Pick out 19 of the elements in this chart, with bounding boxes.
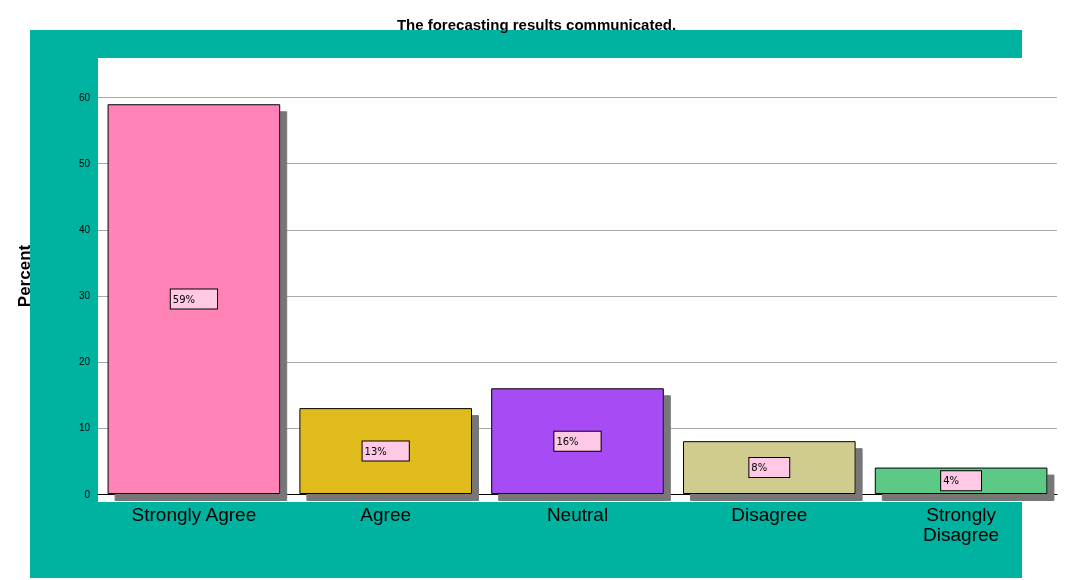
x-tick-label: Agree (360, 503, 412, 525)
data-label: 13% (364, 445, 387, 457)
x-tick-label: Disagree (731, 503, 808, 525)
data-label: 16% (556, 435, 579, 447)
chart-title: The forecasting results communicated. (396, 16, 677, 33)
y-tick-label: 20 (78, 356, 91, 368)
y-tick-label: 40 (78, 224, 91, 236)
y-tick-label: 30 (78, 290, 91, 302)
data-label: 8% (751, 462, 768, 474)
data-label: 59% (172, 293, 196, 305)
x-tick-label: Strongly Agree (131, 503, 257, 525)
y-tick-label: 60 (78, 92, 91, 104)
y-tick-label: 0 (84, 488, 91, 500)
data-label: 4% (943, 475, 960, 487)
y-tick-label: 10 (78, 422, 91, 434)
x-tick-label: Neutral (546, 503, 609, 525)
y-tick-label: 50 (78, 158, 91, 170)
x-tick-label: Strongly Disagree (923, 503, 1000, 545)
y-axis-title: Percent (15, 244, 34, 308)
